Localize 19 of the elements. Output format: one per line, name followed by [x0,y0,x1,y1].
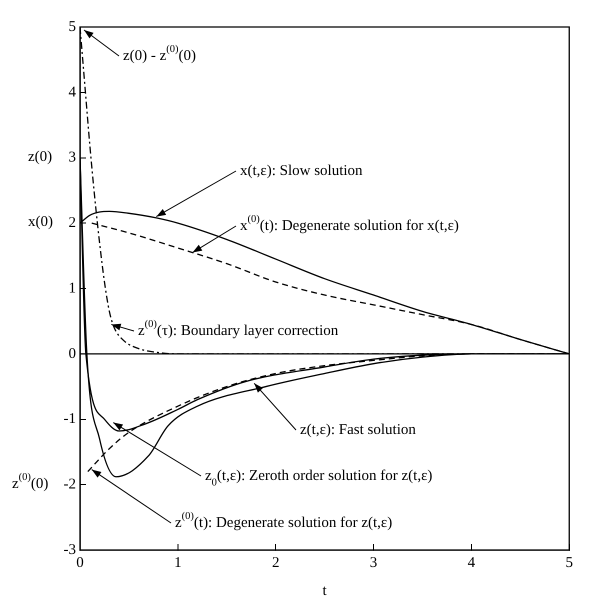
y-tick-label: -2 [64,476,76,493]
annotation: z(t,ε): Fast solution [300,422,416,438]
annotation: x(t,ε): Slow solution [240,162,364,179]
text: x(0) [28,214,53,230]
y-tick-label: 2 [68,215,76,232]
text: z(0) [28,148,52,165]
y-tick-label: -3 [64,542,76,558]
y-tick-label: 5 [68,18,76,35]
x-axis-title: t [322,582,328,599]
y-tick-label: 4 [68,84,76,100]
y-tick-label: 3 [68,150,76,166]
x-tick-label: 2 [272,554,280,571]
x-tick-label: 5 [566,554,573,571]
x-tick-label: 3 [370,554,378,571]
y-tick-label: -1 [64,411,76,428]
x-tick-label: 4 [468,554,476,571]
y-tick-label: 1 [68,280,76,296]
x-tick-label: 1 [174,554,182,571]
y-tick-label: 0 [68,346,76,362]
